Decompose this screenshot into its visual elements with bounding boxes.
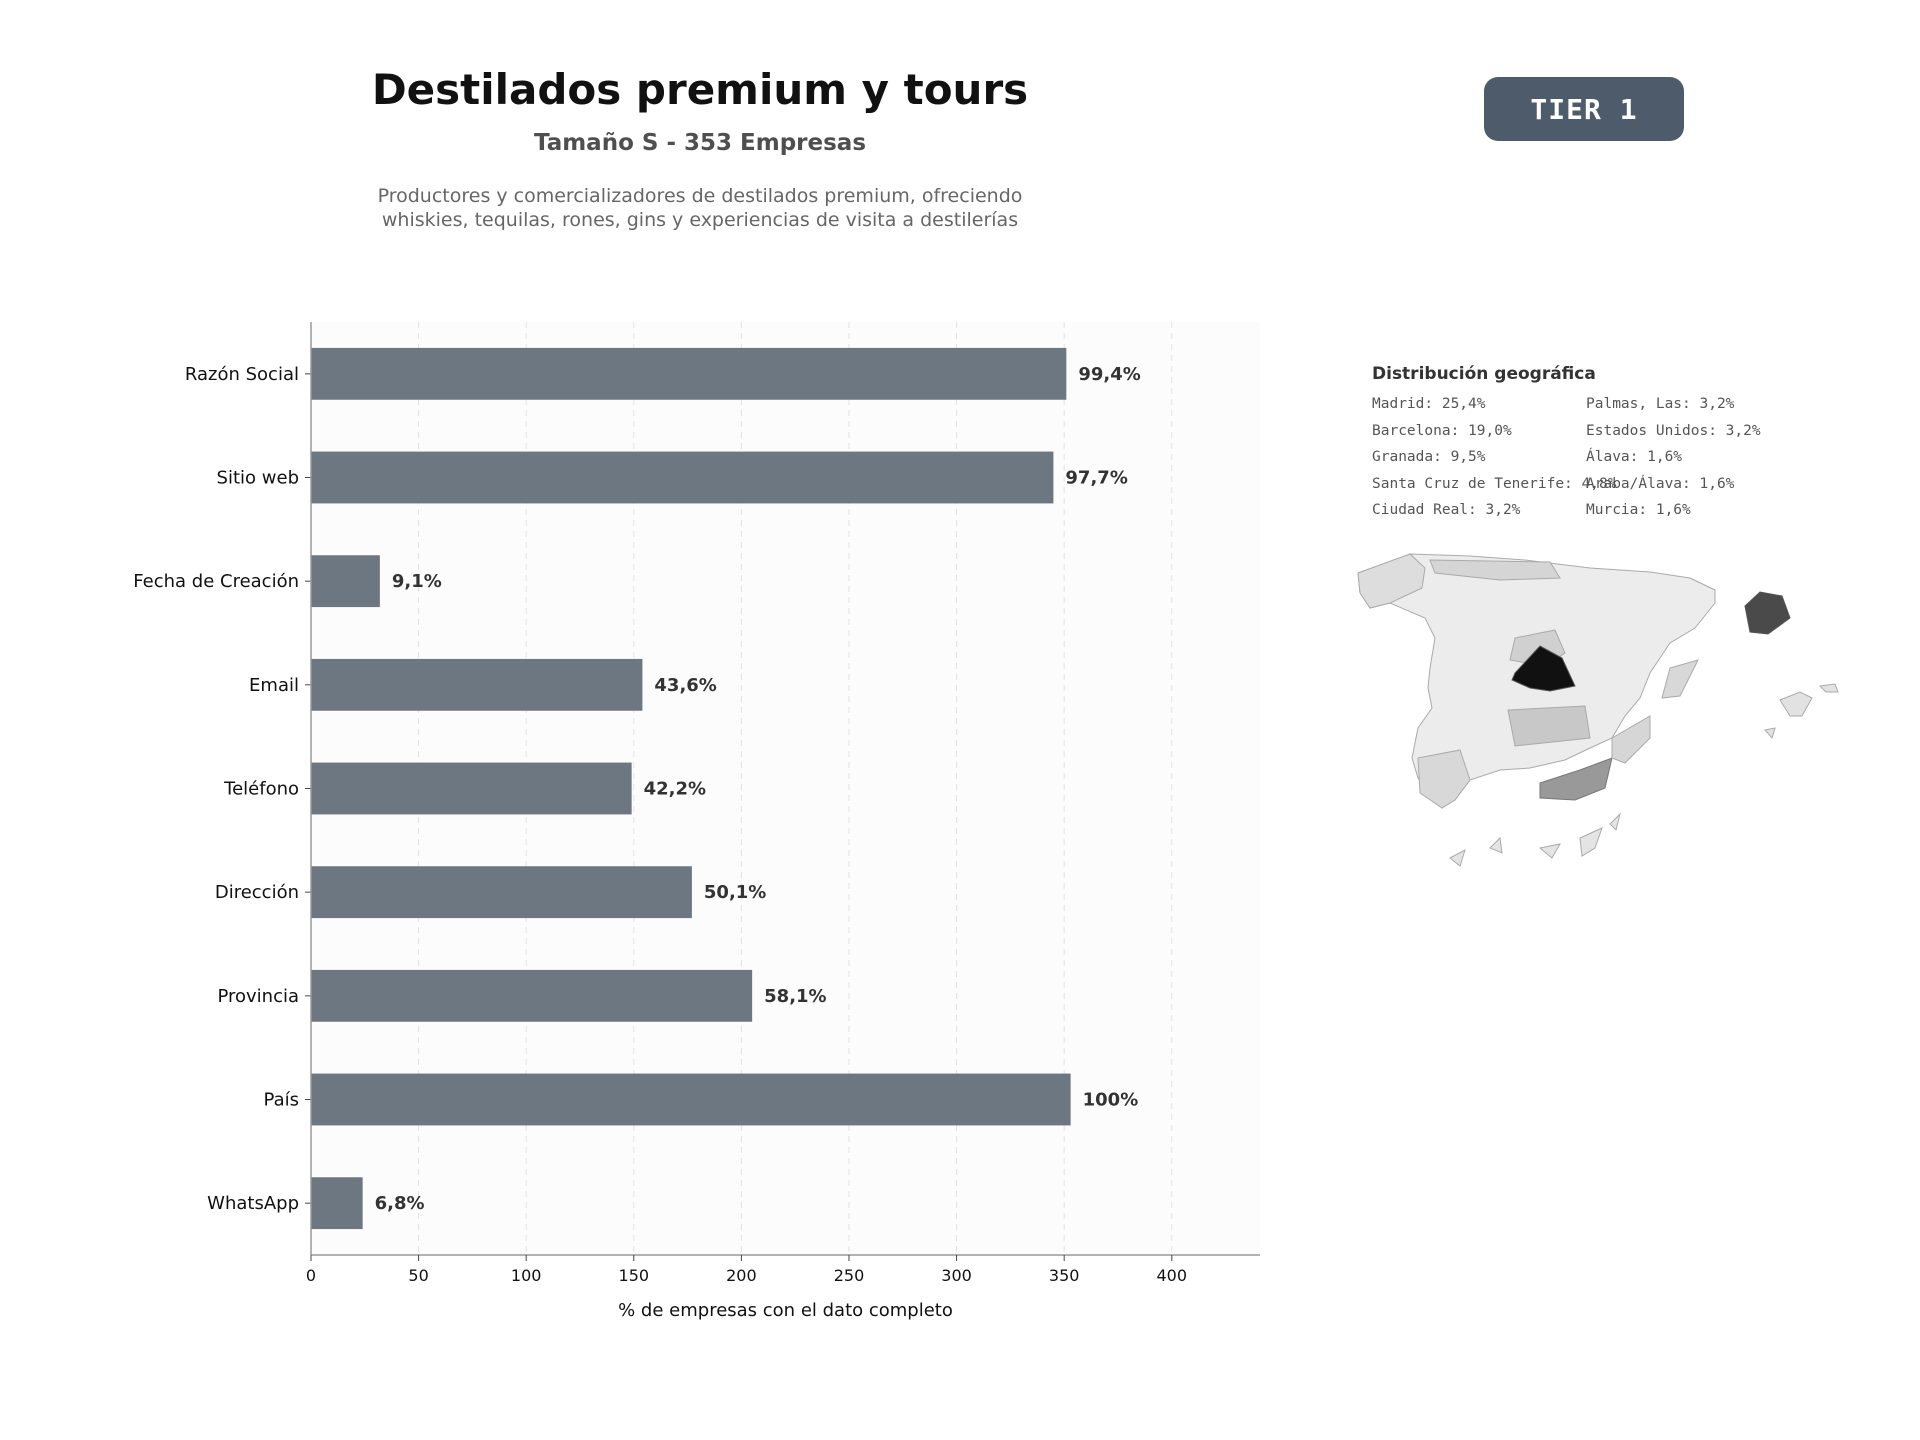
x-tick-label: 250 xyxy=(834,1266,865,1285)
bar-value-label: 9,1% xyxy=(392,571,442,592)
category-label: Email xyxy=(249,675,299,696)
madrid-region xyxy=(1511,645,1576,692)
northwest-region xyxy=(1357,553,1426,609)
bar-value-label: 42,2% xyxy=(644,779,706,800)
x-axis-label: % de empresas con el dato completo xyxy=(618,1300,953,1321)
geo-list: Madrid: 25,4% Barcelona: 19,0% Granada: 9,… xyxy=(1372,396,1892,518)
tier-badge: TIER 1 xyxy=(1484,77,1684,141)
bar-value-label: 100% xyxy=(1083,1090,1139,1111)
geo-list-item: Granada: 9,5% xyxy=(1372,449,1486,465)
header: Destilados premium y tours Tamaño S - 35… xyxy=(200,60,1200,232)
ciudad-real-region xyxy=(1507,705,1591,747)
page-description: Productores y comercializadores de desti… xyxy=(377,185,1023,231)
value-labels: 99,4% 97,7% 9,1% 43,6% 42,2% 50,1% 58,1% 100% 6,… xyxy=(375,364,1141,1214)
bar-value-label: 99,4% xyxy=(1078,364,1140,385)
bar xyxy=(311,555,380,608)
geo-list-item: Palmas, Las: 3,2% xyxy=(1586,396,1735,412)
bar xyxy=(311,347,1067,400)
east-coast-region xyxy=(1661,659,1699,699)
geo-list-item: Ciudad Real: 3,2% xyxy=(1372,502,1521,518)
canary-islands xyxy=(1449,812,1621,867)
geo-list-item: Estados Unidos: 3,2% xyxy=(1586,422,1761,439)
balearic-islands xyxy=(1764,683,1839,740)
geo-list-item: Madrid: 25,4% xyxy=(1372,396,1486,412)
category-label: Dirección xyxy=(215,882,299,903)
x-tick-label: 0 xyxy=(306,1266,316,1285)
category-label: WhatsApp xyxy=(207,1193,299,1214)
category-labels: Razón Social Sitio web Fecha de Creación Em… xyxy=(133,364,311,1214)
x-tick-label: 100 xyxy=(511,1266,542,1285)
geo-list-item: Murcia: 1,6% xyxy=(1586,502,1691,518)
spain-choropleth-map xyxy=(1357,553,1839,867)
category-label: Provincia xyxy=(217,986,299,1007)
category-label: Razón Social xyxy=(185,364,299,385)
bar-value-label: 6,8% xyxy=(375,1193,425,1214)
x-tick-label: 400 xyxy=(1156,1266,1187,1285)
north-coast-region xyxy=(1429,559,1561,581)
x-tick-label: 350 xyxy=(1049,1266,1080,1285)
bar-value-label: 97,7% xyxy=(1065,468,1127,489)
x-tick-label: 50 xyxy=(408,1266,428,1285)
granada-region xyxy=(1539,757,1613,801)
bar-value-label: 58,1% xyxy=(764,986,826,1007)
category-label: Sitio web xyxy=(217,468,299,489)
bar-value-label: 50,1% xyxy=(704,882,766,903)
x-tick-label: 150 xyxy=(619,1266,650,1285)
bar xyxy=(311,866,692,919)
geo-title: Distribución geográfica xyxy=(1372,364,1596,384)
bar xyxy=(311,1073,1071,1126)
x-ticks: 0 50 100 150 200 250 300 350 400 xyxy=(306,1255,1187,1285)
bar xyxy=(311,762,632,815)
completeness-bar-chart: Razón Social Sitio web Fecha de Creación Em… xyxy=(133,322,1260,1321)
geo-list-item: Álava: 1,6% xyxy=(1586,449,1683,465)
geo-list-item: Santa Cruz de Tenerife: 4,8% xyxy=(1372,475,1617,492)
southwest-region xyxy=(1417,749,1471,809)
bars xyxy=(311,347,1071,1230)
page-title: Destilados premium y tours xyxy=(371,65,1029,114)
bar xyxy=(311,969,753,1022)
x-tick-label: 200 xyxy=(726,1266,757,1285)
bar-value-label: 43,6% xyxy=(654,675,716,696)
category-label: País xyxy=(264,1090,299,1111)
barcelona-region xyxy=(1744,591,1791,635)
category-label: Fecha de Creación xyxy=(133,571,299,592)
x-tick-label: 300 xyxy=(941,1266,972,1285)
murcia-region xyxy=(1611,715,1651,764)
geo-distribution: Distribución geográfica Madrid: 25,4% Bar… xyxy=(1372,364,1892,518)
geo-list-item: Araba/Álava: 1,6% xyxy=(1586,475,1735,492)
bar xyxy=(311,658,643,711)
bar xyxy=(311,1177,363,1230)
geo-list-item: Barcelona: 19,0% xyxy=(1372,422,1512,439)
bar xyxy=(311,451,1054,504)
page-subtitle: Tamaño S - 353 Empresas xyxy=(533,130,867,156)
category-label: Teléfono xyxy=(223,779,299,800)
